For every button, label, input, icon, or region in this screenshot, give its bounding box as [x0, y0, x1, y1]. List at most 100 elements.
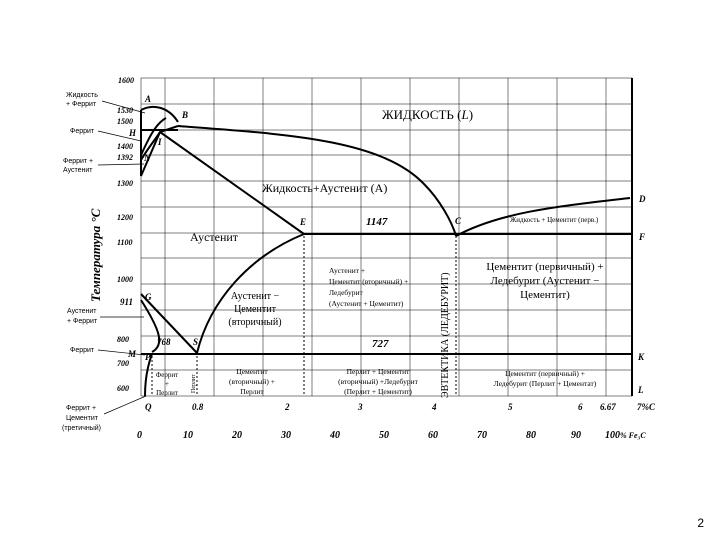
page-number: 2: [697, 516, 704, 530]
point-K: K: [637, 352, 645, 362]
point-I: I: [157, 137, 162, 147]
fe3c-tick: 30: [280, 430, 291, 441]
gp-line: [140, 299, 161, 353]
point-D: D: [638, 194, 646, 204]
y-tick: 1200: [117, 213, 133, 222]
fe3c-tick-100: 100% Fe₃C: [605, 430, 646, 441]
svg-text:Ледебурит: Ледебурит: [329, 288, 363, 297]
y-tick: 1500: [117, 117, 133, 126]
aus-cem-ledeburite-label: Аустенит + Цементит (вторичный) + Ледебу…: [329, 266, 408, 308]
point-P: P: [145, 352, 151, 362]
svg-text:Жидкость: Жидкость: [66, 92, 98, 99]
pq-solvus: [144, 353, 153, 397]
carbon-axis: 0.8 2 3 4 5 6 6.67 7%C: [192, 402, 656, 412]
liquid-label: ЖИДКОСТЬ (L): [382, 107, 473, 122]
svg-text:+: +: [165, 380, 169, 388]
temp-768: 768: [157, 337, 171, 347]
svg-text:Цементит): Цементит): [520, 289, 570, 301]
point-A: A: [144, 94, 151, 104]
cem-perlite-label: Цементит (вторичный) + Перлит: [229, 367, 275, 396]
svg-text:(Перлит + Цементит): (Перлит + Цементит): [344, 387, 412, 396]
left-legend: Жидкость + Феррит Феррит Феррит + Аустен…: [62, 92, 101, 432]
svg-text:Феррит +: Феррит +: [66, 405, 96, 412]
y-axis-title: Температура °C: [88, 208, 103, 302]
svg-text:(Аустенит + Цементит): (Аустенит + Цементит): [329, 299, 404, 308]
fe3c-tick: 70: [477, 430, 487, 441]
svg-text:Цементит: Цементит: [236, 367, 268, 376]
point-L: L: [637, 385, 644, 395]
carbon-tick: 6: [578, 402, 583, 412]
ferrite-perlite-label: Феррит + Перлит: [156, 371, 178, 397]
svg-text:Перлит: Перлит: [240, 387, 264, 396]
fe3c-tick: 90: [571, 430, 581, 441]
svg-text:Цементит: Цементит: [234, 304, 277, 315]
y-tick: 1530: [117, 106, 133, 115]
temp-911: 911: [120, 297, 133, 307]
fe3c-tick: 80: [526, 430, 536, 441]
liquidus-AB: [140, 105, 179, 123]
point-C: C: [455, 216, 462, 226]
point-H: H: [128, 128, 137, 138]
svg-text:Перлит + Цементит: Перлит + Цементит: [347, 367, 411, 376]
svg-text:Феррит: Феррит: [70, 347, 95, 354]
ferrite-curves: [140, 117, 167, 161]
svg-text:Ледебурит (Перлит + Цементат): Ледебурит (Перлит + Цементат): [494, 379, 597, 388]
svg-text:Аустенит: Аустенит: [67, 308, 97, 315]
point-B: B: [181, 110, 188, 120]
y-axis-ticks: 1600 1530 1500 1400 1392 1300 1200 1100 …: [117, 76, 134, 393]
legend-leaders: [97, 100, 147, 415]
fe3c-tick: 50: [379, 430, 389, 441]
point-Q: Q: [145, 402, 152, 412]
svg-text:Цементит (первичный) +: Цементит (первичный) +: [505, 369, 585, 378]
carbon-tick: 3: [357, 402, 363, 412]
y-tick: 1400: [117, 142, 133, 151]
y-tick: 1100: [117, 238, 133, 247]
carbon-tick: 6.67: [600, 402, 616, 412]
svg-text:Феррит: Феррит: [156, 371, 178, 379]
svg-text:+ Феррит: + Феррит: [67, 318, 98, 325]
svg-text:Феррит +: Феррит +: [63, 158, 93, 165]
svg-text:Цементит (первичный) +: Цементит (первичный) +: [486, 261, 603, 273]
y-tick: 800: [117, 335, 129, 344]
svg-text:Аустенит: Аустенит: [63, 167, 93, 174]
point-F: F: [638, 232, 645, 242]
svg-text:Аустенит +: Аустенит +: [329, 266, 365, 275]
liquidus-BC: [177, 125, 457, 237]
carbon-tick: 5: [508, 402, 513, 412]
fe3c-tick: 20: [231, 430, 242, 441]
carbon-tick: 2: [284, 402, 290, 412]
svg-text:(третичный): (третичный): [62, 424, 101, 432]
fe3c-axis: 0 10 20 30 40 50 60 70 80 90 100% Fe₃C: [137, 430, 646, 441]
y-tick: 1300: [117, 179, 133, 188]
phase-lines: [140, 78, 633, 397]
temp-1147: 1147: [366, 216, 388, 228]
carbon-unit: 7%C: [637, 402, 656, 412]
perlite-vertical-label: Перлит: [191, 374, 197, 393]
svg-text:Цементит (вторичный) +: Цементит (вторичный) +: [329, 277, 408, 286]
svg-text:(вторичный) +Ледебурит: (вторичный) +Ледебурит: [338, 377, 418, 386]
svg-text:Цементит: Цементит: [66, 415, 99, 422]
austenite-label: Аустенит: [190, 230, 239, 244]
svg-text:(вторичный): (вторичный): [228, 317, 281, 328]
point-S: S: [193, 337, 198, 347]
y-tick: 1392: [117, 153, 133, 162]
liquid-austenite-label: Жидкость+Аустенит (А): [262, 181, 387, 195]
eutectic-vertical-label: ЭВТЕКТИКА (ЛЕДЕБУРИТ): [440, 272, 451, 398]
acm-ES: [196, 233, 305, 354]
liquidus-CD: [455, 197, 631, 237]
dashed-lines: [151, 236, 457, 396]
perlite-cem-ledeburite-label: Перлит + Цементит (вторичный) +Ледебурит…: [338, 367, 418, 396]
liquid-cementite-label: Жидкость + Цементит (перв.): [510, 216, 599, 224]
a3-GS: [140, 293, 198, 354]
fe3c-tick: 10: [183, 430, 193, 441]
y-tick: 600: [117, 384, 129, 393]
carbon-tick: 0.8: [192, 402, 204, 412]
temp-727: 727: [372, 338, 389, 350]
svg-text:+ Феррит: + Феррит: [66, 101, 97, 108]
fe3c-tick: 0: [137, 430, 142, 441]
point-N: N: [143, 153, 151, 163]
fe3c-tick: 40: [329, 430, 340, 441]
point-E: E: [299, 217, 306, 227]
y-tick: 1000: [117, 275, 133, 284]
